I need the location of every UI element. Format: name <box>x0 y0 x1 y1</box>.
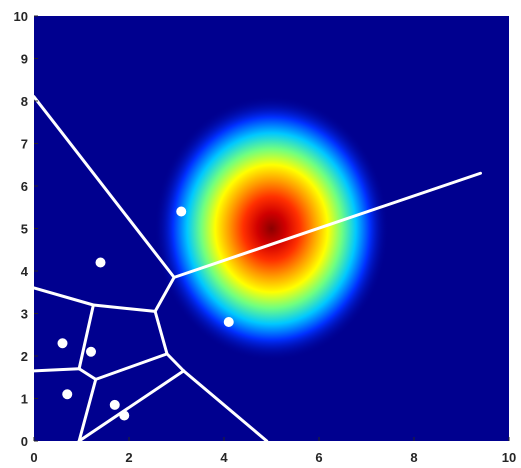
voronoi-edge <box>91 303 157 313</box>
x-tick-label: 8 <box>410 450 417 465</box>
voronoi-edge <box>153 309 169 356</box>
y-tick-label: 9 <box>21 52 28 67</box>
scatter-points <box>57 206 234 421</box>
data-point <box>95 257 106 268</box>
data-point <box>62 389 73 400</box>
voronoi-edge <box>77 367 98 381</box>
voronoi-edge <box>34 95 176 279</box>
voronoi-edge <box>77 377 98 441</box>
data-point <box>57 338 68 349</box>
voronoi-edge <box>153 275 176 313</box>
y-tick-label: 1 <box>21 392 28 407</box>
heatmap-blob <box>154 95 389 362</box>
data-point <box>119 410 130 421</box>
y-tick-label: 10 <box>14 9 28 24</box>
data-point <box>176 206 187 217</box>
y-tick-label: 0 <box>21 434 28 449</box>
x-axis-ticks: 0 2 4 6 8 10 <box>30 437 516 465</box>
voronoi-edge <box>165 352 186 373</box>
voronoi-edges <box>34 95 482 441</box>
y-tick-label: 2 <box>21 349 28 364</box>
x-tick-label: 10 <box>502 450 516 465</box>
y-tick-label: 8 <box>21 94 28 109</box>
x-tick-label: 4 <box>220 450 228 465</box>
data-point <box>223 317 234 327</box>
voronoi-edge <box>94 352 169 381</box>
y-tick-label: 5 <box>21 222 28 237</box>
x-tick-label: 6 <box>315 450 322 465</box>
voronoi-edge <box>77 303 95 371</box>
x-tick-label: 2 <box>125 450 132 465</box>
x-tick-label: 0 <box>30 450 37 465</box>
voronoi-edge <box>34 286 95 307</box>
y-tick-label: 3 <box>21 307 28 322</box>
data-point <box>86 346 96 357</box>
voronoi-edge <box>172 171 482 279</box>
y-axis-ticks: 0 1 2 3 4 5 6 7 8 9 10 <box>14 9 38 449</box>
voronoi-edge <box>77 369 186 441</box>
voronoi-edge <box>34 367 81 373</box>
y-tick-label: 4 <box>21 264 29 279</box>
data-point <box>109 399 120 410</box>
voronoi-edge <box>182 369 269 441</box>
y-tick-label: 7 <box>21 137 28 152</box>
y-tick-label: 6 <box>21 179 28 194</box>
